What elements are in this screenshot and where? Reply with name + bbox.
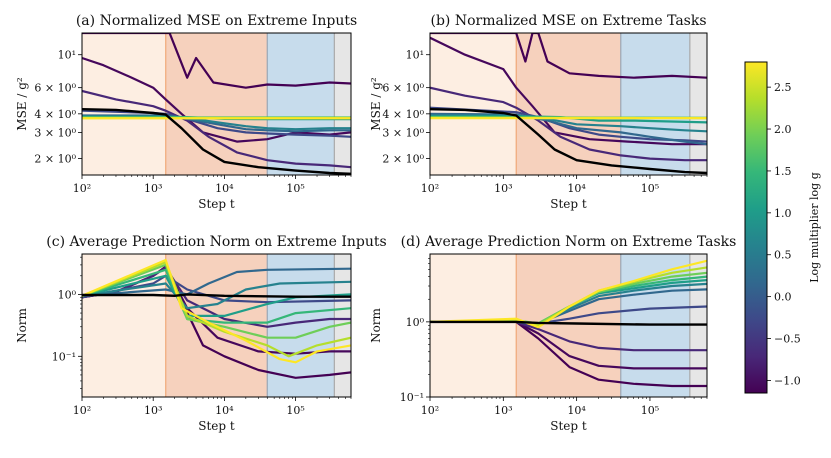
y-axis-label: MSE / g²: [369, 77, 383, 131]
x-axis-label: Step t: [550, 419, 587, 433]
x-tick-label: 10⁴: [567, 182, 586, 195]
series-line-5: [82, 267, 351, 297]
chart-title: (a) Normalized MSE on Extreme Inputs: [76, 13, 357, 29]
phase-region-2: [165, 33, 268, 175]
x-tick-label: 10²: [421, 182, 439, 195]
y-tick-label: 10¹: [406, 49, 424, 62]
series-line-baseline: [430, 108, 707, 175]
axes-frame: [81, 253, 352, 398]
chart-title: (d) Average Prediction Norm on Extreme T…: [401, 234, 737, 250]
panel-a: 10² 10³ 10⁴ 10⁵ 2 × 10⁰ 3 × 10⁰ 4 × 10⁰ 6 × 10⁰…: [15, 13, 357, 211]
y-tick-label: 6 × 10⁰: [34, 82, 76, 95]
x-axis-label: Step t: [550, 197, 587, 211]
series-line-11: [430, 259, 707, 329]
y-tick-label: 3 × 10⁰: [34, 126, 76, 139]
panel-b: 10² 10³ 10⁴ 10⁵ 2 × 10⁰ 3 × 10⁰ 4 × 10⁰ 6 × 10⁰…: [369, 13, 708, 211]
axes-frame: [81, 32, 352, 176]
x-tick-label: 10⁴: [215, 182, 234, 195]
y-tick-label: 2 × 10⁰: [34, 153, 76, 166]
phase-region-1: [430, 33, 517, 175]
x-tick-label: 10⁴: [567, 404, 586, 417]
y-axis-label: Norm: [15, 307, 29, 342]
x-axis-label: Step t: [198, 197, 235, 211]
phase-region-3: [267, 33, 335, 175]
y-tick-label: 6 × 10⁰: [382, 82, 424, 95]
y-tick-label: 10⁻¹: [400, 391, 424, 404]
series-line-3: [82, 89, 351, 169]
colorbar-tick-label: 0.5: [774, 249, 792, 262]
phase-region-1: [430, 254, 517, 397]
axes-frame: [429, 32, 708, 176]
colorbar-tick-label: 1.0: [774, 207, 792, 220]
colorbar-tick-label: 2.5: [774, 81, 792, 94]
chart-title: (b) Normalized MSE on Extreme Tasks: [430, 13, 706, 29]
x-tick-label: 10³: [494, 182, 512, 195]
colorbar-tick-label: −1.0: [774, 374, 801, 387]
colorbar-tick-label: 0.0: [774, 291, 792, 304]
y-tick-label: 4 × 10⁰: [34, 108, 76, 121]
colorbar-label: Log multiplier log g: [808, 172, 821, 283]
y-tick-label: 2 × 10⁰: [382, 153, 424, 166]
colorbar-tick-label: 1.5: [774, 165, 792, 178]
x-tick-label: 10³: [494, 404, 512, 417]
x-tick-label: 10⁵: [641, 182, 659, 195]
colorbar-tick-label: −0.5: [774, 333, 801, 346]
x-tick-label: 10²: [421, 404, 439, 417]
y-axis-label: Norm: [369, 307, 383, 342]
series-line-baseline: [82, 293, 351, 298]
y-tick-label: 10⁰: [58, 288, 77, 301]
series-line-4: [82, 274, 351, 304]
phase-region-1: [82, 33, 166, 175]
series-line-3: [430, 86, 707, 162]
series-line-6: [82, 280, 351, 310]
y-tick-label: 3 × 10⁰: [382, 126, 424, 139]
y-tick-label: 10¹: [58, 49, 76, 62]
y-tick-label: 4 × 10⁰: [382, 108, 424, 121]
colorbar-tick-label: 2.0: [774, 123, 792, 136]
x-tick-label: 10³: [144, 182, 162, 195]
series-line-8: [82, 268, 351, 324]
colorbar: −1.0 −0.5 0.0 0.5 1.0 1.5 2.0 2.5 Log multiplier…: [744, 61, 821, 394]
series-line-1: [430, 33, 707, 79]
x-tick-label: 10⁵: [286, 404, 304, 417]
x-tick-label: 10⁵: [641, 404, 659, 417]
series-line-1: [82, 33, 351, 89]
y-axis-label: MSE / g²: [15, 77, 29, 131]
colorbar-gradient: [744, 61, 768, 394]
y-tick-label: 10⁻¹: [52, 350, 76, 363]
x-tick-label: 10⁴: [215, 404, 234, 417]
chart-title: (c) Average Prediction Norm on Extreme I…: [46, 234, 386, 250]
x-tick-label: 10²: [73, 182, 91, 195]
y-tick-label: 10⁰: [406, 316, 425, 329]
phase-region-4: [689, 33, 707, 175]
phase-region-4: [334, 254, 351, 397]
x-axis-label: Step t: [198, 419, 235, 433]
panel-d: 10² 10³ 10⁴ 10⁵ 10⁻¹ 10⁰ (d) Average Predictio…: [369, 234, 736, 433]
x-tick-label: 10²: [73, 404, 91, 417]
phase-region-4: [334, 33, 351, 175]
series-line-baseline: [82, 108, 351, 175]
panel-c: 10² 10³ 10⁴ 10⁵ 10⁻¹ 10⁰ (c) Average Predictio…: [15, 234, 387, 433]
x-tick-label: 10⁵: [286, 182, 304, 195]
phase-region-3: [620, 33, 690, 175]
x-tick-label: 10³: [144, 404, 162, 417]
series-line-baseline: [430, 320, 707, 326]
series-line-11: [82, 258, 351, 364]
